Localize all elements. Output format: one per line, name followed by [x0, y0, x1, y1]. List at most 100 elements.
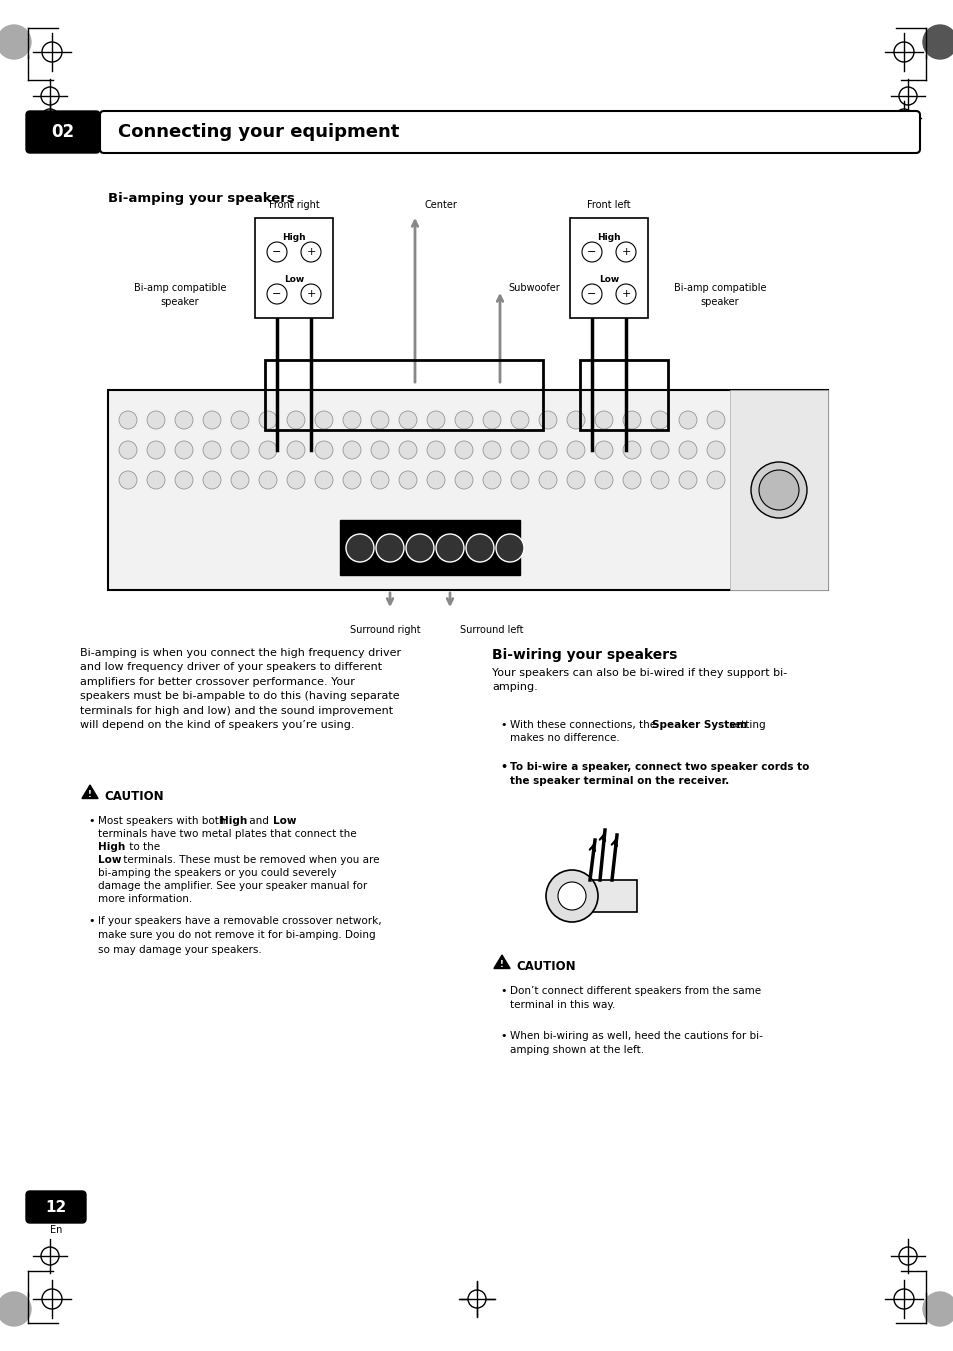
- Polygon shape: [82, 785, 98, 798]
- Circle shape: [759, 470, 799, 509]
- Text: Speaker System: Speaker System: [651, 720, 746, 730]
- Circle shape: [231, 411, 249, 430]
- Text: +: +: [306, 247, 315, 257]
- Circle shape: [790, 471, 808, 489]
- Text: −: −: [272, 247, 281, 257]
- Circle shape: [314, 471, 333, 489]
- Text: Your speakers can also be bi-wired if they support bi-
amping.: Your speakers can also be bi-wired if th…: [492, 667, 786, 693]
- Bar: [729, 390, 827, 590]
- Circle shape: [482, 440, 500, 459]
- Circle shape: [287, 471, 305, 489]
- Text: 02: 02: [51, 123, 74, 141]
- Circle shape: [482, 411, 500, 430]
- Circle shape: [538, 440, 557, 459]
- Circle shape: [734, 440, 752, 459]
- Text: If your speakers have a removable crossover network,
make sure you do not remove: If your speakers have a removable crosso…: [98, 916, 381, 955]
- Text: CAUTION: CAUTION: [104, 790, 164, 802]
- Text: +: +: [620, 289, 630, 299]
- Circle shape: [258, 411, 276, 430]
- Circle shape: [343, 471, 360, 489]
- Text: more information.: more information.: [98, 894, 193, 904]
- Text: +: +: [306, 289, 315, 299]
- Text: 12: 12: [46, 1200, 67, 1215]
- Circle shape: [119, 440, 137, 459]
- Circle shape: [258, 471, 276, 489]
- Circle shape: [595, 471, 613, 489]
- Circle shape: [455, 411, 473, 430]
- Circle shape: [616, 284, 636, 304]
- Circle shape: [231, 471, 249, 489]
- Circle shape: [511, 471, 529, 489]
- Circle shape: [174, 411, 193, 430]
- Text: Surround left: Surround left: [459, 626, 523, 635]
- Circle shape: [147, 471, 165, 489]
- Text: Front right: Front right: [269, 200, 319, 209]
- Circle shape: [174, 440, 193, 459]
- Circle shape: [679, 411, 697, 430]
- Circle shape: [119, 411, 137, 430]
- Circle shape: [650, 411, 668, 430]
- Text: Center: Center: [424, 200, 457, 209]
- Text: setting: setting: [725, 720, 765, 730]
- Bar: [572, 880, 637, 912]
- Text: To bi-wire a speaker, connect two speaker cords to
the speaker terminal on the r: To bi-wire a speaker, connect two speake…: [510, 762, 808, 786]
- Text: •: •: [88, 916, 94, 925]
- Text: Bi-wiring your speakers: Bi-wiring your speakers: [492, 648, 677, 662]
- Text: High: High: [220, 816, 247, 825]
- Circle shape: [0, 1292, 30, 1325]
- Circle shape: [622, 411, 640, 430]
- Text: •: •: [88, 816, 94, 825]
- Text: +: +: [620, 247, 630, 257]
- Circle shape: [371, 440, 389, 459]
- Text: !: !: [499, 961, 503, 970]
- Text: CAUTION: CAUTION: [516, 961, 575, 973]
- Circle shape: [371, 471, 389, 489]
- Bar: [254, 218, 333, 317]
- Circle shape: [762, 440, 781, 459]
- FancyBboxPatch shape: [26, 111, 100, 153]
- Circle shape: [706, 440, 724, 459]
- Circle shape: [398, 440, 416, 459]
- Circle shape: [301, 284, 320, 304]
- Circle shape: [923, 26, 953, 59]
- Circle shape: [375, 534, 403, 562]
- Circle shape: [595, 440, 613, 459]
- Circle shape: [622, 471, 640, 489]
- Circle shape: [427, 440, 444, 459]
- Text: •: •: [499, 762, 507, 771]
- Text: −: −: [272, 289, 281, 299]
- Circle shape: [581, 242, 601, 262]
- Text: Low: Low: [284, 276, 304, 285]
- Circle shape: [455, 440, 473, 459]
- Circle shape: [147, 440, 165, 459]
- Text: High: High: [597, 234, 620, 242]
- Circle shape: [427, 471, 444, 489]
- Circle shape: [371, 411, 389, 430]
- Circle shape: [203, 411, 221, 430]
- Circle shape: [343, 440, 360, 459]
- Circle shape: [0, 26, 30, 59]
- Circle shape: [119, 471, 137, 489]
- Circle shape: [258, 440, 276, 459]
- Text: Subwoofer: Subwoofer: [507, 282, 559, 293]
- Text: Connecting your equipment: Connecting your equipment: [118, 123, 399, 141]
- Text: With these connections, the: With these connections, the: [510, 720, 659, 730]
- Text: terminals. These must be removed when you are: terminals. These must be removed when yo…: [120, 855, 379, 865]
- Text: Bi-amp compatible
speaker: Bi-amp compatible speaker: [673, 284, 765, 307]
- Text: −: −: [587, 289, 596, 299]
- Circle shape: [750, 462, 806, 517]
- Circle shape: [762, 411, 781, 430]
- Circle shape: [231, 440, 249, 459]
- Circle shape: [511, 411, 529, 430]
- Circle shape: [790, 411, 808, 430]
- Circle shape: [566, 411, 584, 430]
- Text: •: •: [499, 720, 506, 730]
- Circle shape: [427, 411, 444, 430]
- Circle shape: [203, 440, 221, 459]
- Circle shape: [496, 534, 523, 562]
- Text: Low: Low: [598, 276, 618, 285]
- Circle shape: [679, 471, 697, 489]
- Text: −: −: [587, 247, 596, 257]
- Circle shape: [511, 440, 529, 459]
- Text: damage the amplifier. See your speaker manual for: damage the amplifier. See your speaker m…: [98, 881, 367, 892]
